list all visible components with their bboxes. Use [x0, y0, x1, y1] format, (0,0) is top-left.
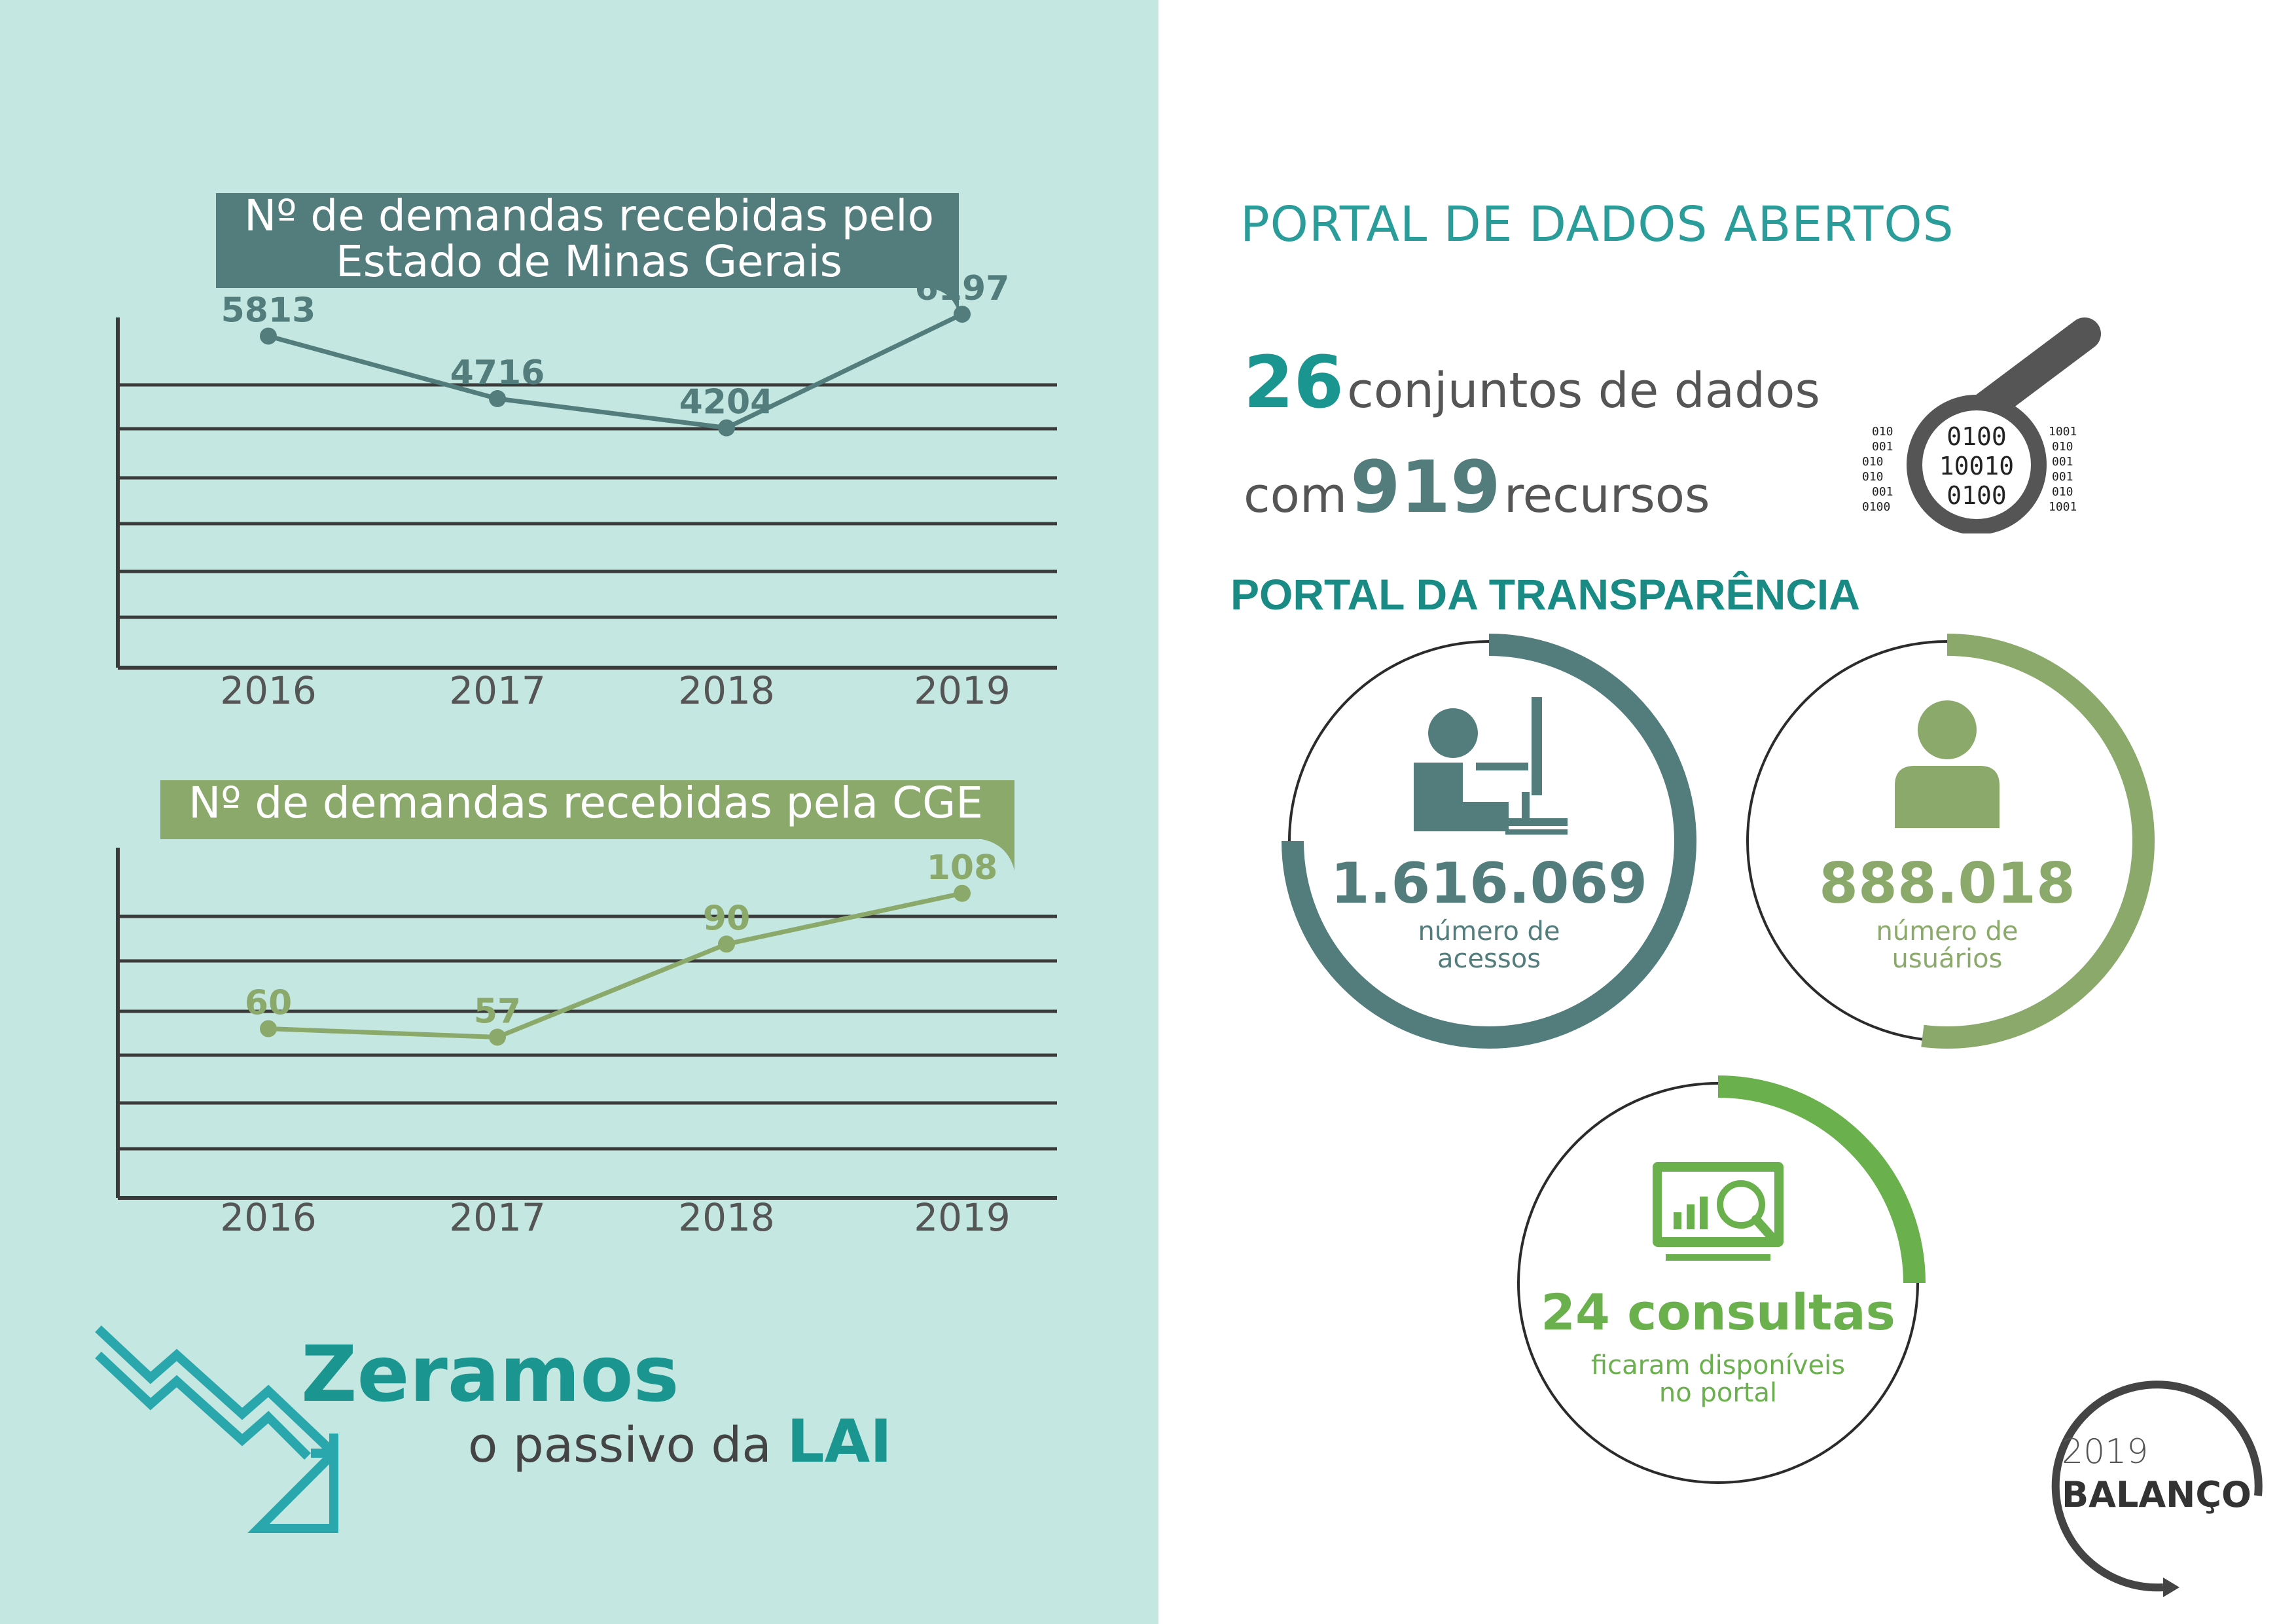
chart1-title-line2: Estado de Minas Gerais: [335, 236, 843, 287]
chart1-title-banner: [216, 193, 959, 314]
consultas-label: ficaram disponíveis no portal: [1554, 1352, 1882, 1407]
chart2-tick-label: 2018: [678, 1195, 775, 1240]
binary-right-6: 1001: [2049, 500, 2077, 514]
chart1-data-label: 4204: [679, 383, 774, 422]
chart2-point: [489, 1028, 506, 1046]
consultas-label-line2: no portal: [1659, 1378, 1778, 1408]
resources-number: 919: [1350, 445, 1501, 529]
binary-row-1: 0100: [1946, 422, 2007, 451]
datasets-line: 26 conjuntos de dados: [1244, 340, 1820, 424]
lai-subline: o passivo da LAI: [468, 1407, 892, 1476]
chart2-tick-label: 2016: [220, 1195, 317, 1240]
resources-prefix: com: [1244, 467, 1348, 524]
usuarios-label-line2: usuários: [1892, 944, 2003, 974]
binary-left-2: 001: [1872, 440, 1893, 454]
chart1-point: [489, 390, 506, 408]
acessos-ring: [1282, 634, 1696, 1049]
chart2-point: [954, 884, 971, 902]
chart1-title: Nº de demandas recebidas pelo Estado de …: [216, 193, 962, 285]
chart2-title: Nº de demandas recebidas pela CGE: [160, 780, 1011, 826]
chart1-data-label: 6197: [915, 269, 1010, 308]
acessos-value: 1.616.069: [1330, 851, 1648, 916]
consultas-value: 24 consultas: [1541, 1283, 1895, 1341]
user-icon: [1895, 700, 2000, 828]
lai-sub-bold: LAI: [787, 1407, 892, 1476]
monitor-chart-icon: [1653, 1162, 1784, 1261]
chart2-point: [718, 935, 735, 953]
acessos-label-line1: número de: [1418, 916, 1560, 947]
chart-minas-gerais: 5813 4716 4204 6197 2016 2017 2018 2019: [116, 193, 1057, 713]
datasets-number: 26: [1244, 340, 1344, 424]
binary-left-6: 0100: [1862, 500, 1890, 514]
binary-right-1: 1001: [2049, 425, 2077, 439]
chart1-title-line1: Nº de demandas recebidas pelo: [243, 190, 935, 241]
chart2-data-label: 108: [927, 848, 998, 888]
chart2-point: [260, 1020, 277, 1038]
chart1-point: [260, 327, 277, 345]
user-computer-icon: [1414, 697, 1568, 835]
binary-right-2: 010: [2052, 440, 2073, 454]
binary-right-4: 001: [2052, 470, 2073, 484]
binary-right-3: 001: [2052, 455, 2073, 469]
chart2-data-label: 90: [703, 899, 750, 938]
resources-line: com 919 recursos: [1244, 445, 1710, 529]
balanco-year: 2019: [2062, 1432, 2148, 1471]
binary-left-4: 010: [1862, 470, 1884, 484]
chart2-tick-label: 2019: [914, 1195, 1011, 1240]
chart2-series-line: [268, 891, 963, 1039]
chart-cge: 60 57 90 108 2016 2017 2018 2019: [116, 780, 1057, 1240]
chart1-tick-label: 2018: [678, 668, 775, 713]
balanco-logo: 2019 BALANÇO: [2051, 1380, 2263, 1597]
chart2-title-banner: [160, 780, 1014, 871]
chart1-point: [954, 305, 971, 323]
chart2-tick-label: 2017: [449, 1195, 546, 1240]
binary-row-2: 10010: [1939, 452, 2014, 480]
magnifier-binary-icon: 0100 10010 0100 010 001 010 010 001 0100…: [1862, 317, 2101, 533]
balanco-label: BALANÇO: [2062, 1474, 2251, 1515]
lai-headline: Zeramos: [301, 1329, 679, 1419]
binary-left-3: 010: [1862, 455, 1884, 469]
lai-sub-prefix: o passivo da: [468, 1417, 772, 1473]
consultas-ring: [1517, 1075, 1926, 1484]
usuarios-label: número de usuários: [1816, 918, 2078, 973]
chart1-data-label: 5813: [221, 291, 316, 330]
binary-row-3: 0100: [1946, 481, 2007, 510]
datasets-text: conjuntos de dados: [1347, 363, 1820, 419]
usuarios-value: 888.018: [1819, 851, 2075, 916]
chart2-data-label: 60: [245, 984, 292, 1023]
usuarios-ring: [1746, 634, 2155, 1049]
resources-text: recursos: [1503, 467, 1710, 524]
chart1-series-line: [268, 312, 963, 431]
chart1-point: [718, 419, 735, 437]
transparencia-title: PORTAL DA TRANSPARÊNCIA: [1230, 570, 1860, 619]
usuarios-label-line1: número de: [1876, 916, 2018, 947]
acessos-label-line2: acessos: [1437, 944, 1541, 974]
binary-right-5: 010: [2052, 485, 2073, 499]
consultas-label-line1: ficaram disponíveis: [1590, 1350, 1846, 1380]
dados-abertos-title: PORTAL DE DADOS ABERTOS: [1240, 196, 1954, 253]
binary-left-1: 010: [1872, 425, 1893, 439]
chart1-tick-label: 2016: [220, 668, 317, 713]
acessos-label: número de acessos: [1358, 918, 1620, 973]
chart2-data-label: 57: [474, 992, 521, 1031]
downtrend-arrow-icon: [95, 1325, 338, 1533]
chart1-tick-label: 2017: [449, 668, 546, 713]
chart1-data-label: 4716: [450, 353, 545, 393]
binary-left-5: 001: [1872, 485, 1893, 499]
chart2-title-line: Nº de demandas recebidas pela CGE: [188, 778, 983, 828]
chart1-tick-label: 2019: [914, 668, 1011, 713]
